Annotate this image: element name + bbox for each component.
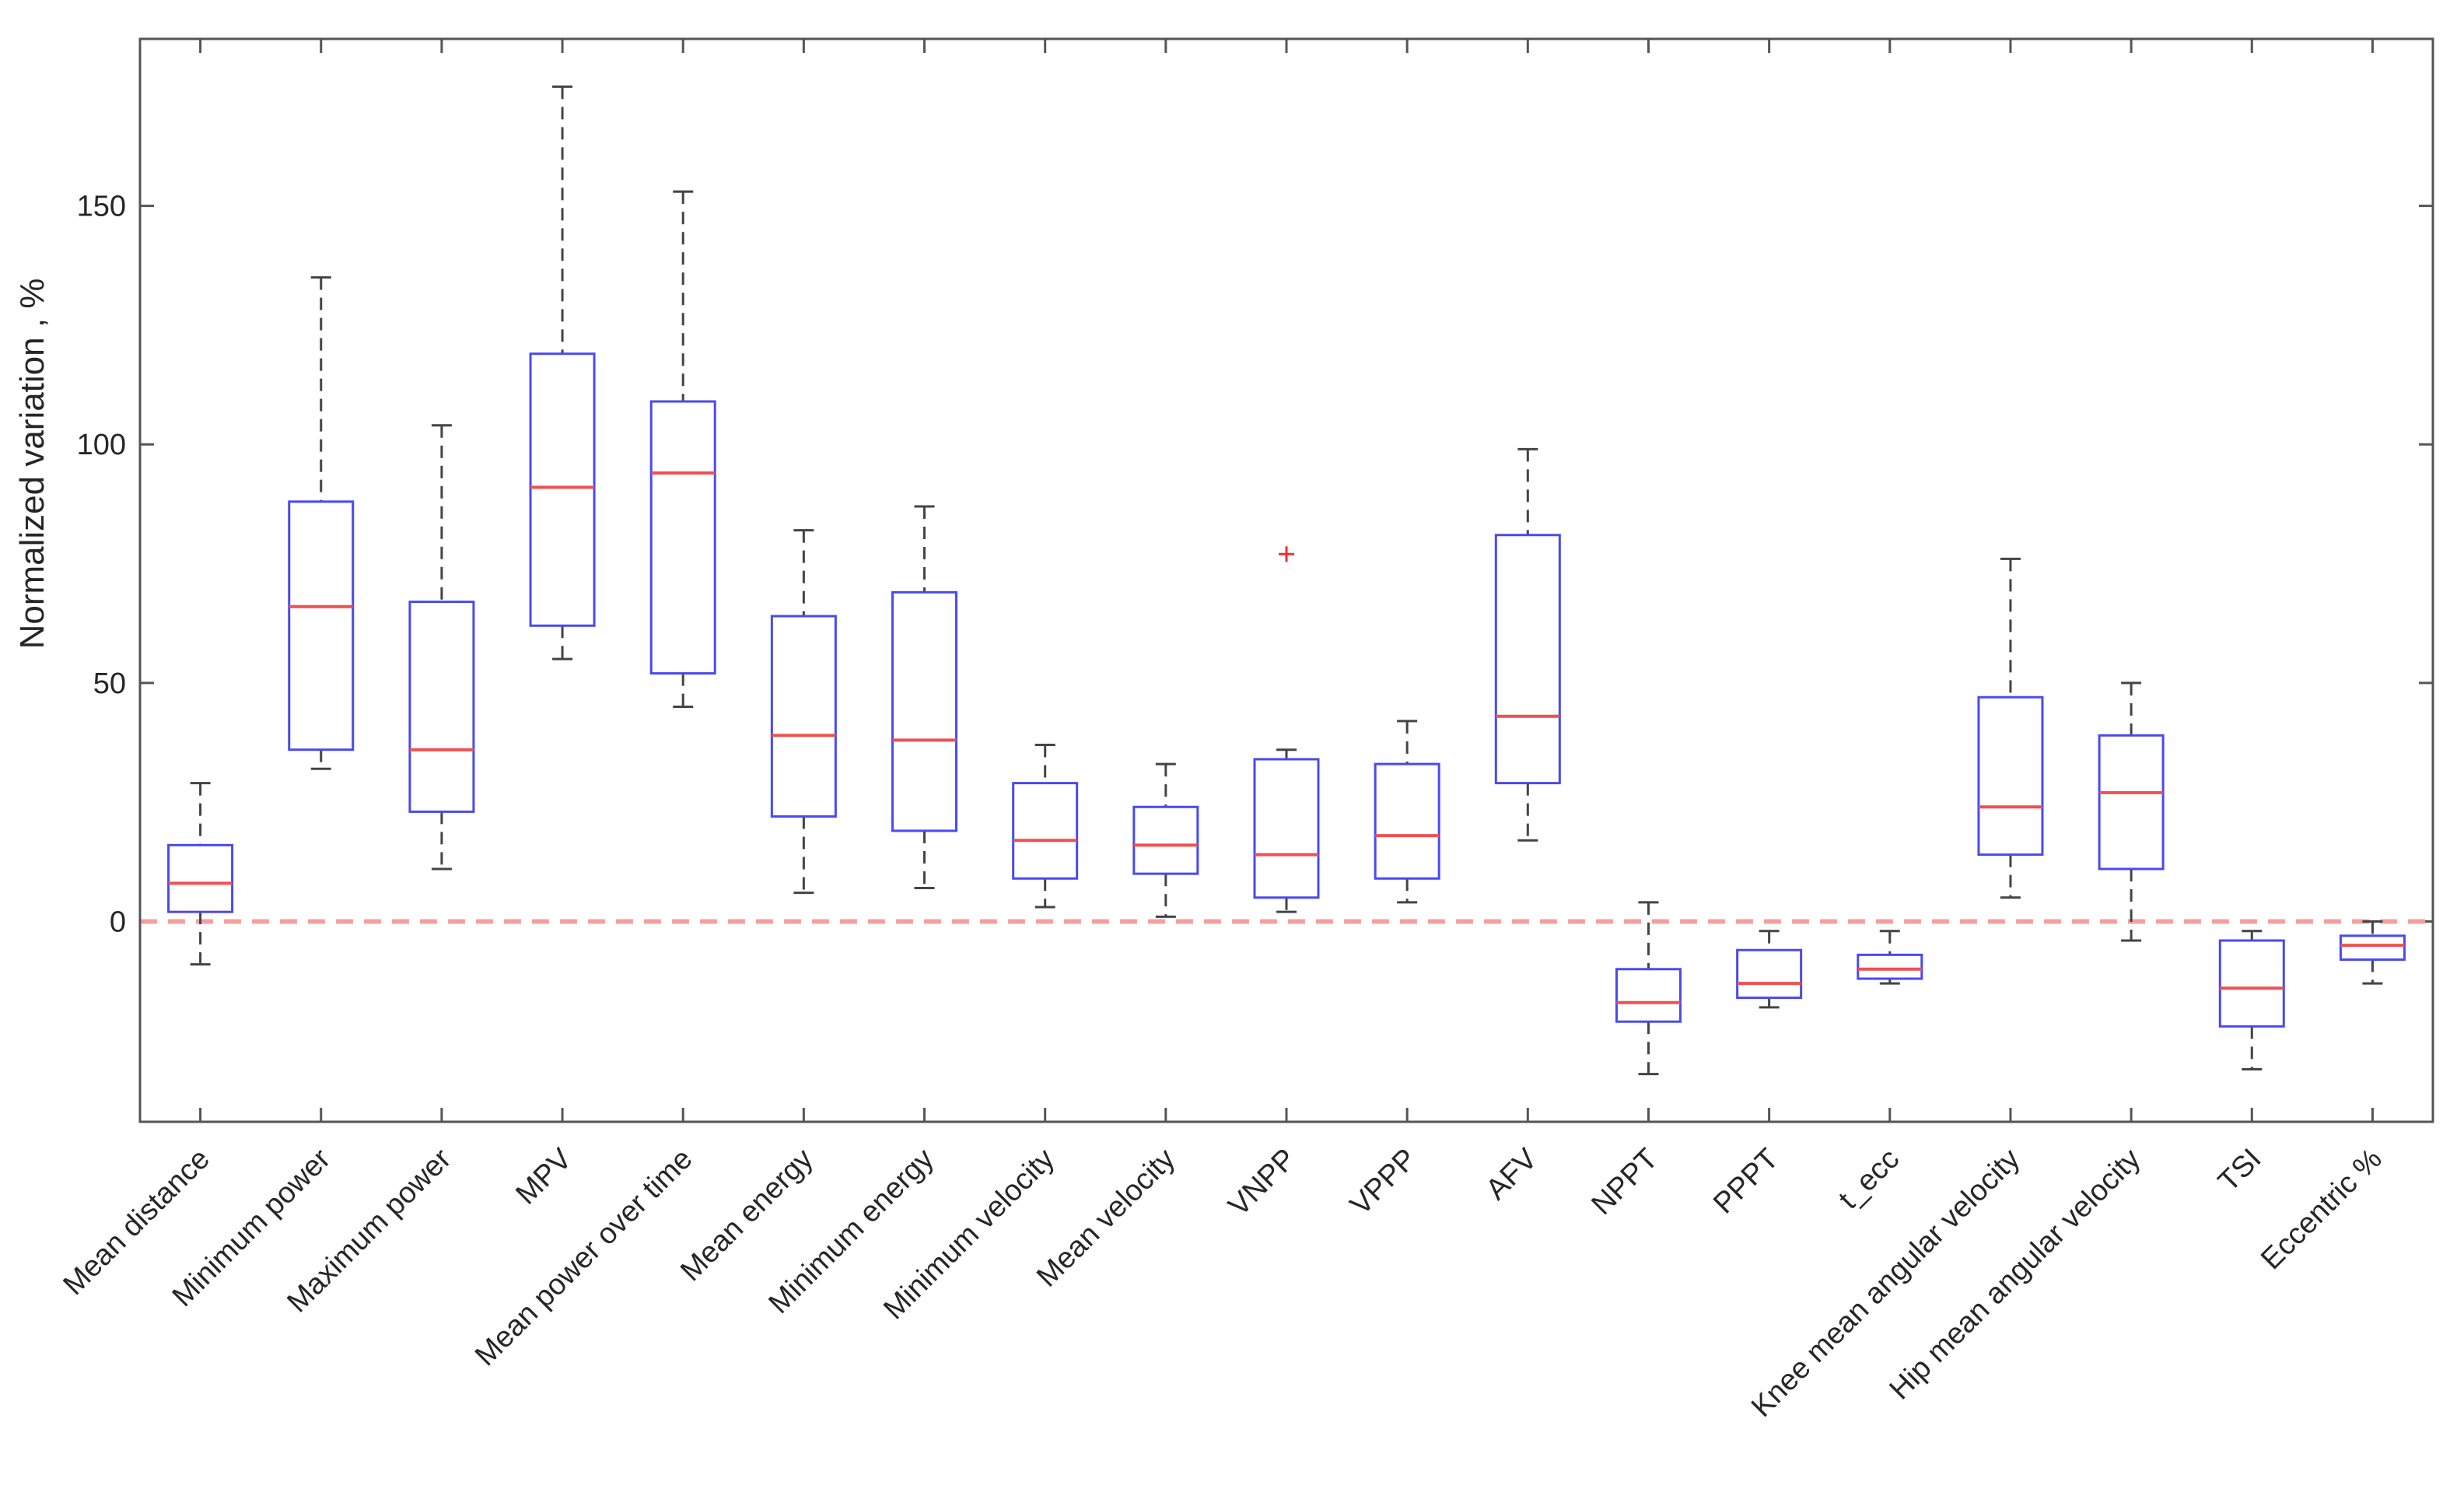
box: [1494, 534, 1561, 785]
tick-marks: [140, 39, 2433, 1122]
category-label: VNPP: [1222, 1143, 1302, 1223]
category-label: Eccentric %: [2255, 1143, 2389, 1277]
y-axis-label: Normalized variation , %: [13, 279, 51, 650]
box: [2218, 939, 2285, 1028]
box: [1736, 948, 1803, 1000]
box-group: [288, 276, 355, 770]
category-label: MPV: [509, 1142, 578, 1210]
box: [1132, 805, 1199, 875]
box: [1615, 968, 1682, 1023]
category-label: VPPP: [1344, 1143, 1423, 1221]
box-group: [408, 424, 475, 871]
box-group: [1736, 930, 1803, 1009]
box: [649, 400, 716, 675]
box-group: [529, 85, 596, 660]
box: [408, 601, 475, 813]
category-label: AFV: [1480, 1142, 1544, 1206]
box-group: [770, 529, 837, 895]
y-tick-label: 100: [77, 429, 126, 461]
box: [529, 352, 596, 627]
y-tick-labels: 0 50 100 150: [77, 191, 126, 939]
box: [167, 843, 234, 913]
y-tick-label: 50: [93, 667, 126, 700]
box: [1253, 758, 1320, 899]
box: [891, 590, 958, 832]
category-label: PPPT: [1707, 1143, 1785, 1221]
y-tick-label: 150: [77, 191, 126, 223]
outlier-marker: [1279, 546, 1294, 562]
box-group: [1977, 557, 2044, 899]
box-group: [1132, 762, 1199, 918]
box: [770, 615, 837, 818]
category-label: Mean power over time: [469, 1143, 699, 1373]
box: [2339, 934, 2406, 962]
box: [2098, 734, 2165, 871]
box-group: [2339, 920, 2406, 985]
box-group: [1857, 930, 1923, 985]
category-label: t_ecc: [1832, 1143, 1906, 1216]
box-group: [1012, 744, 1079, 909]
boxes-layer: [167, 85, 2406, 1076]
box: [288, 500, 355, 752]
box-group: [1615, 901, 1682, 1076]
plot-frame: [138, 37, 2434, 1123]
box-group: [2218, 930, 2285, 1071]
category-label: NPPT: [1585, 1143, 1664, 1221]
category-label: TSI: [2212, 1143, 2268, 1199]
box-group: [1374, 720, 1440, 904]
category-label: Hip mean angular velocity: [1884, 1143, 2147, 1407]
box: [1012, 782, 1079, 880]
box: [1374, 762, 1440, 880]
y-tick-label: 0: [110, 906, 126, 938]
box: [1977, 695, 2044, 857]
box-group: [167, 782, 234, 966]
box-group: [1494, 447, 1561, 842]
box: [1857, 953, 1923, 980]
box-group: [2098, 681, 2165, 942]
box-group: [891, 505, 958, 890]
box-group: [649, 190, 716, 709]
box-group: [1253, 546, 1320, 913]
